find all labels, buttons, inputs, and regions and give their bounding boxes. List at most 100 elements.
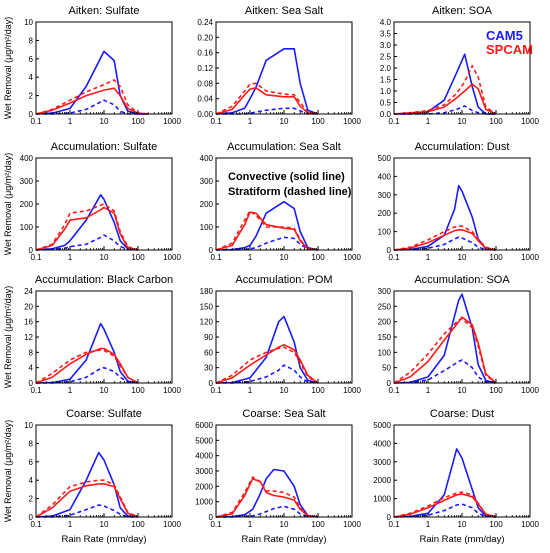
- x-tick-label: 1000: [163, 253, 181, 262]
- y-tick-label: 50: [382, 364, 391, 373]
- y-tick-label: 400: [200, 154, 214, 163]
- x-tick-label: 100: [131, 386, 145, 395]
- series-line: [35, 50, 149, 115]
- series-line: [393, 64, 497, 115]
- x-tick-label: 1000: [343, 520, 361, 529]
- series-line: [215, 210, 319, 251]
- y-tick-label: 4: [29, 364, 34, 373]
- x-tick-label: 10: [280, 520, 289, 529]
- x-tick-label: 100: [489, 117, 503, 126]
- y-tick-label: 5000: [373, 421, 391, 430]
- x-tick-label: 0.1: [30, 117, 42, 126]
- x-tick-label: 100: [489, 253, 503, 262]
- panel: Accumulation: Sulfate 0 100 200 300 400 0.1 1 10…: [3, 141, 181, 262]
- panel-title: Aitken: SOA: [432, 5, 493, 17]
- y-tick-label: 2000: [373, 476, 391, 485]
- x-tick-label: 0.1: [388, 386, 400, 395]
- y-tick-label: 150: [200, 302, 214, 311]
- y-tick-label: 0: [209, 513, 214, 522]
- series-line: [393, 184, 497, 251]
- y-tick-label: 0: [209, 246, 214, 255]
- y-tick-label: 0.20: [197, 33, 213, 42]
- y-tick-label: 200: [20, 200, 34, 209]
- x-tick-label: 10: [100, 386, 109, 395]
- panel-title: Accumulation: Sea Salt: [227, 141, 341, 153]
- y-tick-label: 0: [387, 379, 392, 388]
- x-tick-label: 10: [280, 117, 289, 126]
- x-tick-label: 1: [426, 386, 431, 395]
- x-tick-label: 1000: [521, 253, 539, 262]
- series-line: [215, 82, 319, 115]
- series-line: [393, 359, 497, 384]
- y-tick-label: 2.0: [380, 64, 392, 73]
- y-tick-label: 1.0: [380, 87, 392, 96]
- panel: Aitken: Sea Salt 0.00 0.04 0.08 0.12 0.16 0.20…: [197, 5, 361, 126]
- x-tick-label: 1000: [163, 117, 181, 126]
- series-line: [35, 347, 139, 384]
- x-tick-label: 1: [248, 117, 253, 126]
- y-tick-label: 300: [20, 177, 34, 186]
- series-line: [393, 448, 497, 518]
- x-tick-label: 0.1: [30, 253, 42, 262]
- series-line: [215, 87, 319, 115]
- x-tick-label: 100: [131, 117, 145, 126]
- x-tick-label: 10: [458, 117, 467, 126]
- y-tick-label: 200: [378, 318, 392, 327]
- panel-title: Coarse: Sea Salt: [242, 408, 325, 420]
- y-tick-label: 100: [200, 223, 214, 232]
- note-line-1: Convective (solid line): [228, 171, 345, 183]
- series-line: [35, 451, 139, 518]
- legend-spcam: SPCAM: [486, 42, 533, 57]
- y-axis-label: Wet Removal (μg/m²/day): [3, 153, 13, 256]
- y-tick-label: 0: [29, 379, 34, 388]
- y-tick-label: 150: [378, 333, 392, 342]
- y-tick-label: 8: [29, 36, 34, 45]
- y-tick-label: 6: [29, 55, 34, 64]
- series-line: [35, 194, 139, 251]
- y-tick-label: 100: [378, 348, 392, 357]
- y-tick-label: 6000: [195, 421, 213, 430]
- series-line: [35, 483, 139, 518]
- y-tick-label: 8: [29, 439, 34, 448]
- y-tick-label: 0: [387, 246, 392, 255]
- y-tick-label: 300: [378, 191, 392, 200]
- panel-title: Coarse: Sulfate: [66, 408, 142, 420]
- y-tick-label: 3000: [373, 458, 391, 467]
- x-tick-label: 100: [489, 520, 503, 529]
- series-line: [36, 504, 138, 518]
- x-tick-label: 1000: [521, 520, 539, 529]
- series-line: [215, 200, 319, 251]
- series-line: [35, 206, 139, 251]
- x-tick-label: 10: [458, 253, 467, 262]
- panel: Accumulation: Black Carbon 0 4 8 12 16 20 24 0.1…: [3, 274, 181, 395]
- y-tick-label: 3.0: [380, 41, 392, 50]
- series-line: [393, 503, 497, 518]
- series-line: [35, 203, 139, 251]
- y-tick-label: 1.5: [380, 76, 392, 85]
- y-tick-label: 400: [378, 172, 392, 181]
- y-tick-label: 400: [20, 154, 34, 163]
- panel: Coarse: Dust 0 1000 2000 3000 4000 5000 0.1 1 10 1…: [373, 408, 539, 545]
- y-tick-label: 60: [204, 348, 213, 357]
- series-line: [36, 366, 139, 384]
- panel: Aitken: Sulfate 0 2 4 6 8 10 0.1 1 10 100 1000 Wet R…: [3, 5, 181, 126]
- y-tick-label: 0: [209, 379, 214, 388]
- x-tick-label: 1000: [521, 117, 539, 126]
- y-tick-label: 10: [24, 18, 33, 27]
- y-tick-label: 4: [29, 73, 34, 82]
- plot-frame: [35, 157, 173, 251]
- series-line: [215, 47, 319, 115]
- x-tick-label: 1: [248, 253, 253, 262]
- panel-title: Accumulation: Dust: [415, 141, 510, 153]
- y-tick-label: 300: [378, 287, 392, 296]
- y-tick-label: 2.5: [380, 53, 392, 62]
- y-tick-label: 120: [200, 318, 214, 327]
- y-axis-label: Wet Removal (μg/m²/day): [3, 17, 13, 120]
- y-tick-label: 500: [378, 154, 392, 163]
- x-tick-label: 0.1: [388, 520, 400, 529]
- panel-title: Coarse: Dust: [430, 408, 494, 420]
- y-axis-label: Wet Removal (μg/m²/day): [3, 420, 13, 523]
- y-tick-label: 0.24: [197, 18, 213, 27]
- panel-title: Accumulation: Black Carbon: [35, 274, 173, 286]
- x-tick-label: 0.1: [210, 386, 222, 395]
